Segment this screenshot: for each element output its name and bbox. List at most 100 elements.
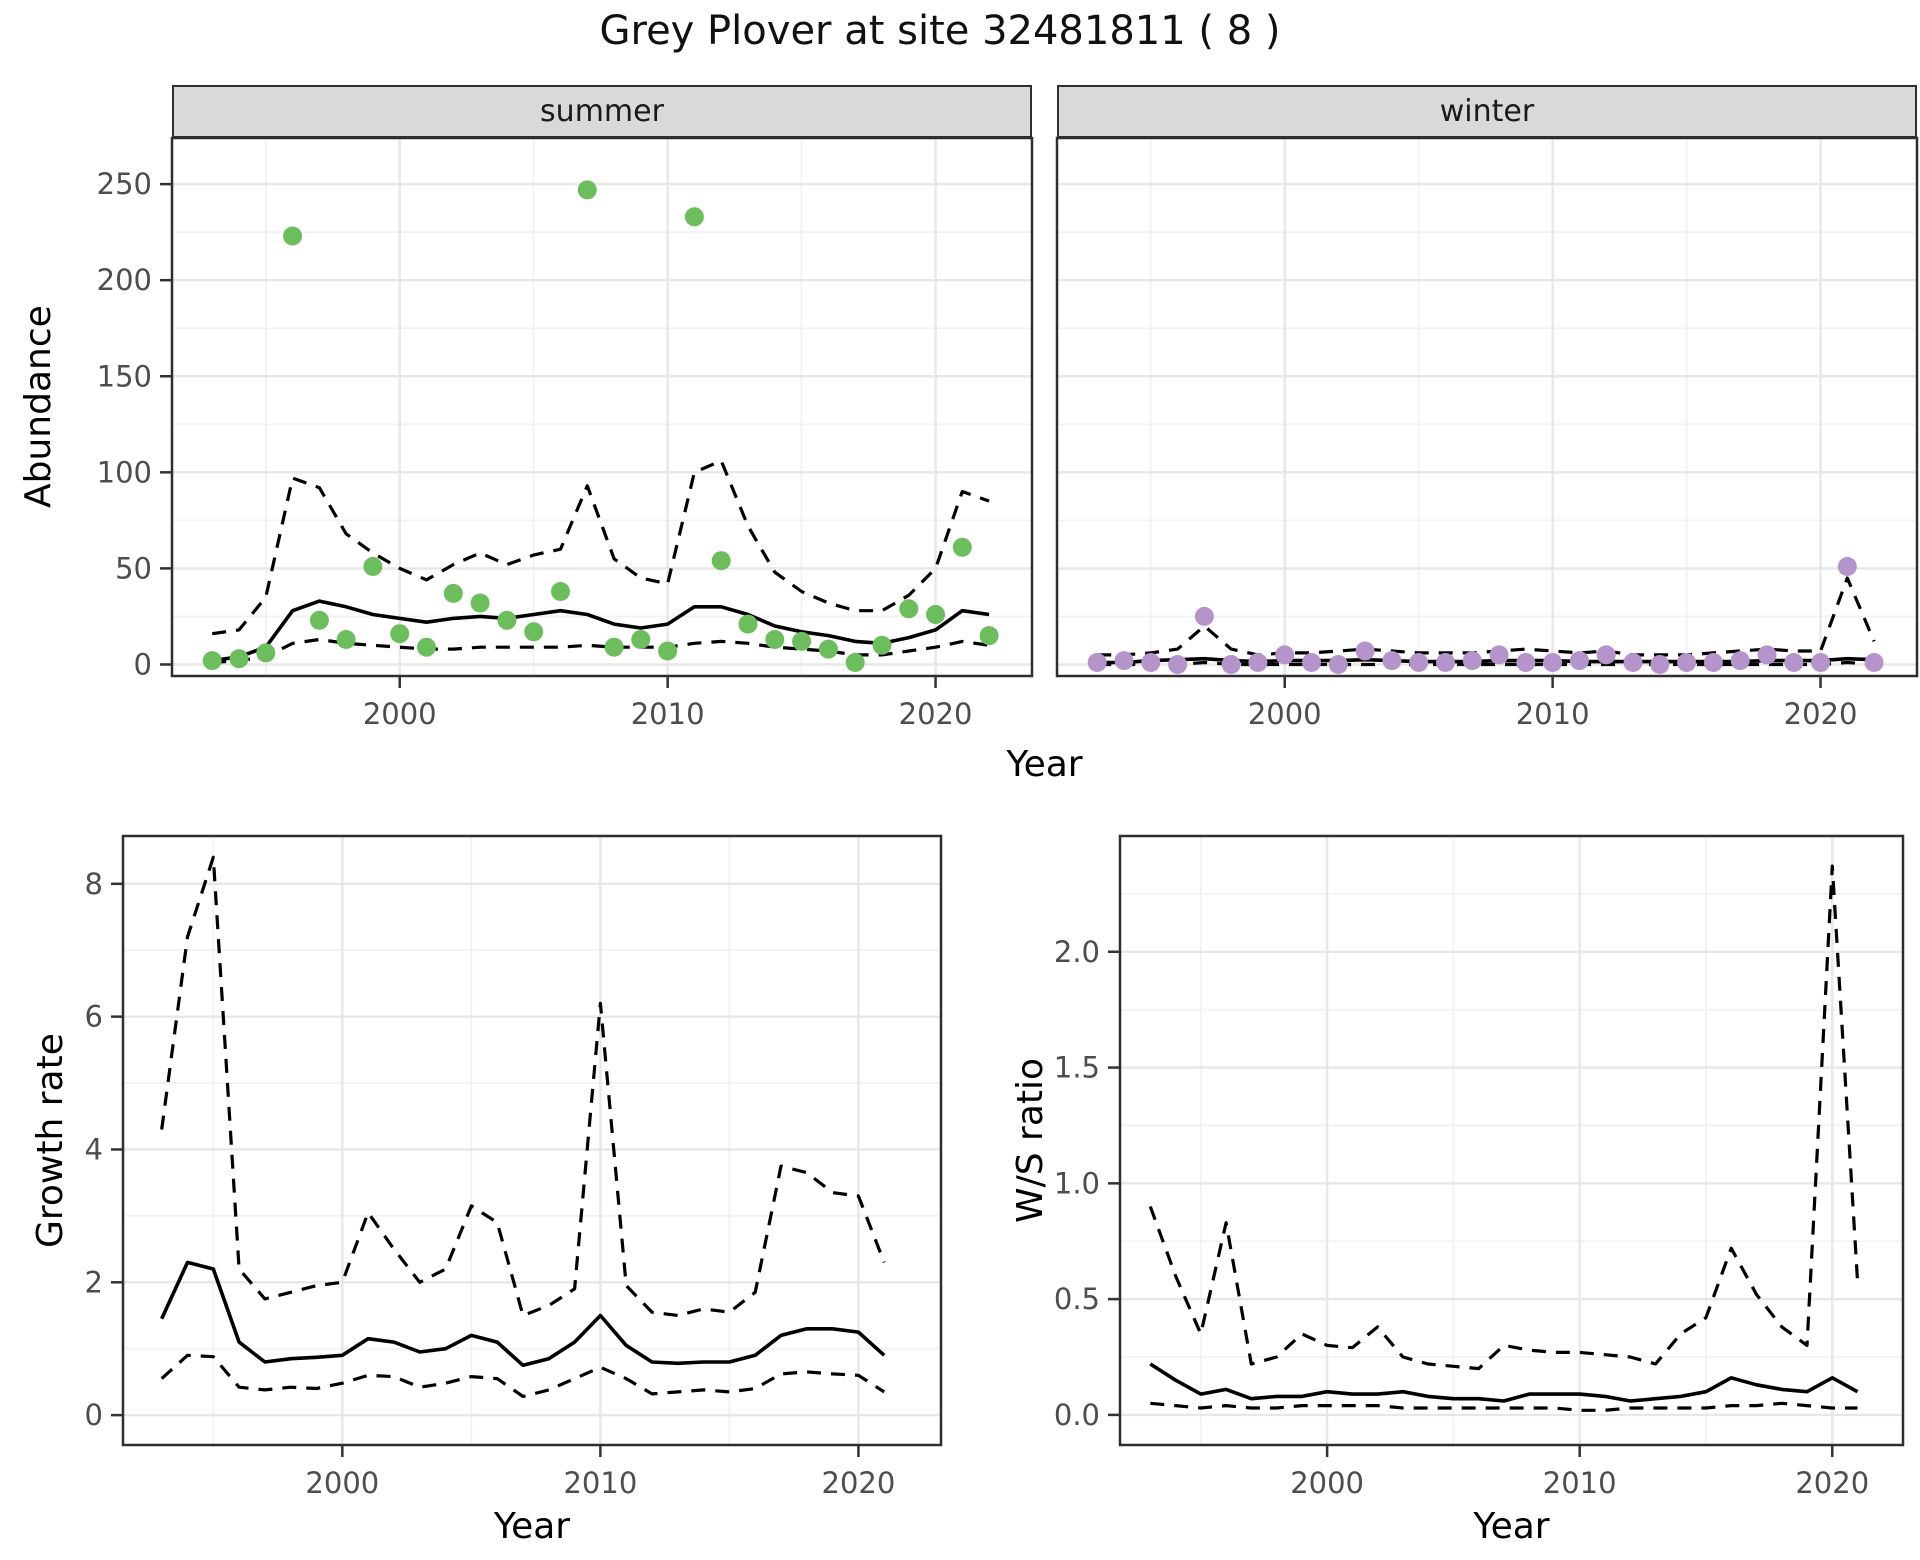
upper-ci-line [1148,864,1860,1371]
y-tick-label: 50 [115,551,152,585]
observed-points [202,180,999,672]
facet-strip-summer: summer [172,85,1032,139]
observed-point [417,637,436,657]
observed-point [390,624,410,644]
panel-border [1055,136,1919,678]
observed-point [1194,606,1214,626]
observed-point [1436,653,1455,672]
observed-point [926,605,946,624]
observed-point [1489,645,1509,665]
y-tick-label: 250 [97,167,152,201]
x-tick-label: 2010 [563,1466,637,1500]
fitted-line [1097,656,1875,665]
x-tick-label: 2000 [305,1466,379,1500]
observed-point [309,610,329,630]
observed-point [202,651,222,671]
upper-ci-line [160,855,886,1318]
x-axis-title-growth-year: Year [493,1506,571,1547]
y-tick-label: 0.5 [1054,1282,1100,1316]
observed-point [1328,655,1348,674]
observed-point [551,582,570,601]
observed-point [1730,651,1750,671]
x-tick-label: 2020 [899,697,973,731]
observed-point [229,649,249,669]
observed-point [1569,651,1589,671]
observed-point [765,630,785,649]
panel-ws-ratio: 2000 2010 2020 0.0 0.5 1.0 1.5 2.0 [1054,834,1905,1500]
observed-points [1087,557,1884,674]
observed-point [899,599,919,619]
y-tick-label: 1.0 [1054,1166,1100,1200]
observed-point [524,622,544,642]
observed-point [1462,651,1482,671]
observed-point [1275,645,1295,665]
gridlines [1120,836,1903,1445]
observed-point [1516,653,1536,672]
y-tick-label: 2.0 [1054,935,1100,969]
chart-title: Grey Plover at site 32481811 ( 8 ) [599,8,1281,54]
observed-point [845,653,865,672]
upper-ci-line [1097,576,1876,657]
x-tick-label: 2020 [822,1466,896,1500]
facet-label-summer: summer [540,94,664,129]
x-tick-label: 2020 [1795,1466,1869,1500]
observed-point [363,557,383,576]
panel-growth-rate: 2000 2010 2020 0 2 4 6 8 [85,834,943,1500]
gridlines [1057,138,1917,676]
observed-point [1087,653,1107,672]
facet-label-winter: winter [1439,94,1535,129]
observed-point [1248,653,1268,672]
lower-ci-line [1150,1401,1858,1412]
observed-point [1355,641,1375,661]
observed-point [792,631,812,651]
observed-point [1623,653,1643,672]
y-tick-label: 200 [97,263,152,297]
x-tick-label: 2000 [363,697,437,731]
observed-point [952,537,972,557]
observed-point [1677,653,1697,672]
x-tick-label: 2000 [1290,1466,1364,1500]
observed-point [443,583,463,603]
axis-ticks: 2000 2010 2020 0.0 0.5 1.0 1.5 2.0 [1054,935,1869,1500]
observed-point [1382,651,1402,671]
observed-point [1650,655,1670,674]
observed-point [470,593,490,613]
observed-point [1302,653,1321,672]
axis-ticks: 2000 2010 2020 0 50 100 150 200 250 [97,167,973,731]
upper-ci-line [211,459,990,636]
y-tick-label: 2 [85,1265,103,1299]
x-tick-label: 2000 [1248,697,1322,731]
gridlines [172,138,1032,676]
gridlines [123,836,941,1445]
y-tick-label: 8 [85,867,103,901]
panel-border [1118,834,1905,1447]
observed-point [1168,655,1188,674]
facet-strip-winter: winter [1057,85,1917,139]
y-tick-label: 6 [85,1000,103,1034]
fitted-line [211,599,990,663]
observed-point [1596,645,1616,665]
y-tick-label: 0.0 [1054,1398,1100,1432]
observed-point [283,226,303,246]
observed-point [1757,645,1777,665]
x-axis-title-top-year: Year [1006,744,1083,785]
panel-winter: 2000 2010 2020 [1055,136,1919,731]
observed-point [658,641,678,661]
lower-ci-line [160,1353,886,1399]
observed-point [1837,557,1857,576]
observed-point [1784,653,1804,672]
x-tick-label: 2010 [1543,1466,1617,1500]
observed-point [711,551,731,571]
axis-ticks: 2000 2010 2020 [1248,676,1857,731]
observed-point [979,626,999,646]
panel-summer: 2000 2010 2020 0 50 100 150 200 250 [97,136,1034,731]
observed-point [1114,651,1134,671]
observed-point [604,637,624,657]
observed-point [1864,653,1884,672]
observed-point [1221,655,1241,674]
x-tick-label: 2010 [631,697,705,731]
observed-point [738,614,758,634]
observed-point [872,635,892,655]
observed-point [818,639,838,659]
panel-border [170,136,1034,678]
